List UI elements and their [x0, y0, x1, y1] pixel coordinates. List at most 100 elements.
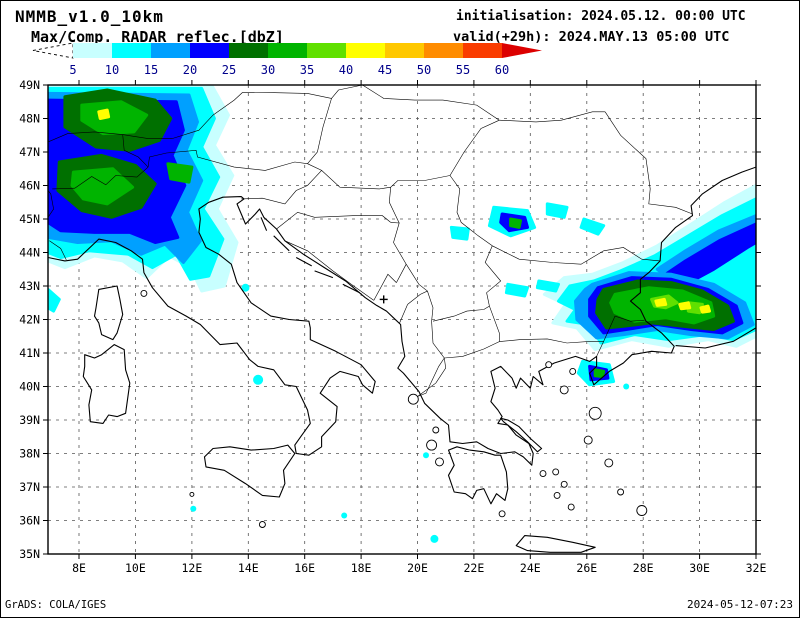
init-time-label: initialisation: 2024.05.12. 00:00 UTC: [456, 9, 746, 24]
colorbar-tick-label: 40: [339, 63, 353, 77]
lon-label: 32E: [746, 561, 767, 575]
reflectivity-blob: [678, 301, 692, 311]
reflectivity-cell: [241, 283, 250, 292]
lat-label: 41N: [19, 346, 40, 360]
border-line: [417, 357, 445, 397]
colorbar-box: [112, 43, 151, 58]
colorbar-tick-label: 45: [378, 63, 392, 77]
colorbar-tick-label: 35: [300, 63, 314, 77]
island: [93, 285, 124, 341]
small-island: [559, 385, 569, 395]
border-line: [242, 92, 332, 99]
lon-label: 26E: [576, 561, 597, 575]
lat-label: 36N: [19, 514, 40, 528]
small-island: [189, 491, 195, 497]
border-line: [276, 211, 391, 230]
small-island: [498, 510, 506, 518]
border-line: [122, 134, 149, 168]
graticule: [48, 85, 756, 554]
small-island: [583, 435, 593, 445]
small-island: [539, 470, 547, 478]
reflectivity-blob: [545, 202, 569, 219]
lat-label: 49N: [19, 78, 40, 92]
lat-label: 40N: [19, 380, 40, 394]
border-line: [284, 240, 374, 301]
border-line: [373, 273, 397, 301]
lon-label: 28E: [633, 561, 654, 575]
reflectivity-cell: [341, 512, 348, 519]
island: [515, 535, 596, 553]
colorbar-tick-label: 25: [222, 63, 236, 77]
reflectivity-blob: [97, 108, 111, 120]
lon-label: 10E: [125, 561, 146, 575]
small-island: [545, 361, 553, 369]
lon-label: 12E: [182, 561, 203, 575]
lon-label: 14E: [238, 561, 259, 575]
creation-timestamp: 2024-05-12-07:23: [687, 598, 793, 611]
colorbar-box: [385, 43, 424, 58]
border-line: [307, 163, 451, 190]
colorbar-box: [307, 43, 346, 58]
lat-label: 46N: [19, 179, 40, 193]
island-chain: [273, 235, 290, 252]
border-line: [49, 240, 67, 261]
lat-label: 38N: [19, 447, 40, 461]
border-line: [405, 264, 428, 305]
small-island: [604, 458, 614, 468]
colorbar-tick-label: 15: [144, 63, 158, 77]
lat-label: 43N: [19, 279, 40, 293]
island: [447, 446, 509, 505]
lon-label: 24E: [520, 561, 541, 575]
colorbar-box: [229, 43, 268, 58]
reflectivity-blob: [449, 225, 470, 241]
border-line: [432, 305, 490, 322]
border-line: [241, 170, 322, 205]
border-line: [307, 98, 332, 164]
reflectivity-cell: [190, 505, 197, 512]
island: [82, 344, 131, 424]
border-line: [604, 111, 693, 215]
small-island: [588, 406, 602, 420]
lon-label: 8E: [72, 561, 86, 575]
lon-label: 30E: [689, 561, 710, 575]
island: [500, 417, 543, 453]
border-line: [122, 92, 243, 139]
lon-label: 22E: [464, 561, 485, 575]
colorbar-box: [424, 43, 463, 58]
colorbar-box: [463, 43, 502, 58]
border-line: [388, 187, 400, 224]
border-line: [48, 131, 123, 143]
coastline: [48, 166, 756, 466]
colorbar-box: [346, 43, 385, 58]
border-line: [52, 149, 308, 190]
lon-label: 18E: [351, 561, 372, 575]
colorbar-box: [190, 43, 229, 58]
colorbar-tick-label: 5: [69, 63, 76, 77]
small-island: [432, 426, 440, 434]
small-island: [258, 521, 266, 528]
lat-label: 37N: [19, 480, 40, 494]
lon-label: 20E: [407, 561, 428, 575]
border-line: [390, 222, 407, 283]
border-line: [362, 85, 500, 121]
reflectivity-blob: [509, 217, 522, 229]
island-chain: [342, 283, 360, 294]
border-line: [331, 85, 363, 99]
border-line: [444, 341, 500, 359]
small-island: [426, 439, 438, 451]
island-chain: [314, 270, 334, 279]
border-line: [603, 315, 645, 342]
reflectivity-cell: [423, 452, 429, 459]
country-borders: [48, 85, 693, 397]
lat-label: 48N: [19, 112, 40, 126]
colorbar-tick-label: 55: [456, 63, 470, 77]
small-island: [140, 289, 148, 297]
grads-credit: GrADS: COLA/IGES: [5, 599, 107, 611]
border-line: [499, 338, 604, 344]
reflectivity-blob: [80, 100, 149, 136]
colorbar-box: [268, 43, 307, 58]
colorbar-tick-label: 50: [417, 63, 431, 77]
variable-title: Max/Comp. RADAR reflec.[dbZ]: [31, 28, 284, 46]
